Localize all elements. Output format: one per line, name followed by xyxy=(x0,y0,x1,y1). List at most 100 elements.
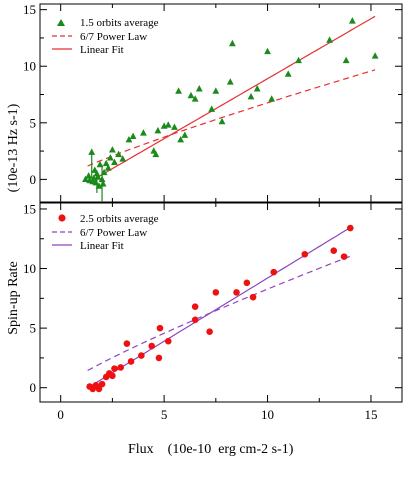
data-point-circle xyxy=(346,224,354,232)
legend-label-linear-fit-top: Linear Fit xyxy=(80,44,124,56)
legend-label-power-law-top: 6/7 Power Law xyxy=(80,31,147,43)
data-point-circle xyxy=(95,385,103,393)
data-point-circle xyxy=(156,324,164,332)
y-tick-label: 0 xyxy=(30,172,37,187)
data-point-triangle xyxy=(348,17,356,24)
data-point-triangle xyxy=(181,131,189,138)
data-point-triangle xyxy=(253,85,261,92)
data-point-triangle xyxy=(94,173,102,180)
data-point-triangle xyxy=(218,117,226,125)
data-point-triangle xyxy=(95,182,103,189)
data-point-triangle xyxy=(119,155,127,162)
data-point-circle xyxy=(243,279,251,287)
data-point-triangle xyxy=(140,129,147,136)
x-tick-label: 10 xyxy=(261,407,274,422)
data-point-triangle xyxy=(171,123,178,130)
data-point-triangle xyxy=(187,91,195,99)
data-point-circle xyxy=(117,364,124,371)
data-point-triangle xyxy=(326,36,333,43)
data-point-circle xyxy=(249,293,257,301)
data-point-triangle xyxy=(152,150,160,158)
bottom-frame xyxy=(39,202,403,403)
bottom-linear-fit-line xyxy=(87,226,351,389)
data-point-triangle xyxy=(226,78,234,85)
data-point-circle xyxy=(111,365,118,372)
data-point-triangle xyxy=(175,87,182,94)
y-tick-label: 10 xyxy=(23,59,36,74)
data-point-triangle xyxy=(247,92,255,100)
data-point-triangle xyxy=(111,158,118,165)
data-point-circle xyxy=(270,268,278,276)
top-frame xyxy=(39,3,403,203)
data-point-circle xyxy=(109,372,116,380)
bottom-legend: 2.5 orbits average 6/7 Power Law Linear … xyxy=(52,213,159,252)
data-point-triangle xyxy=(106,154,114,161)
data-point-triangle xyxy=(88,148,96,155)
data-point-triangle xyxy=(342,56,350,64)
data-point-triangle xyxy=(82,175,89,182)
x-tick-label: 15 xyxy=(364,407,377,422)
data-point-triangle xyxy=(96,160,104,168)
data-point-triangle xyxy=(284,70,292,77)
data-point-circle xyxy=(123,340,131,347)
data-point-circle xyxy=(301,250,309,258)
data-point-triangle xyxy=(100,168,108,176)
data-point-circle xyxy=(127,358,135,365)
data-point-circle xyxy=(138,352,145,359)
x-tick-label: 0 xyxy=(57,407,64,422)
data-point-circle xyxy=(191,316,199,324)
data-point-circle xyxy=(191,303,199,310)
x-axis-title: Flux (10e-10 erg cm-2 s-1) xyxy=(128,442,294,457)
y-tick-label: 0 xyxy=(30,380,37,395)
data-point-triangle xyxy=(268,95,276,102)
top-linear-fit-line xyxy=(87,15,376,184)
data-point-triangle xyxy=(125,135,133,143)
data-point-circle xyxy=(155,354,163,362)
data-point-triangle xyxy=(92,178,100,186)
data-point-triangle xyxy=(102,159,110,167)
data-point-triangle xyxy=(208,105,216,112)
data-point-circle xyxy=(164,337,172,345)
data-point-triangle xyxy=(191,95,199,102)
x-tick-label: 5 xyxy=(161,407,168,422)
bottom-power-law-line xyxy=(87,255,351,372)
data-point-triangle xyxy=(85,172,93,179)
data-point-triangle xyxy=(115,150,123,158)
data-point-triangle xyxy=(228,39,236,47)
data-point-triangle xyxy=(129,132,137,139)
legend-marker-circle xyxy=(58,214,66,222)
data-point-triangle xyxy=(154,126,162,134)
data-point-triangle xyxy=(99,180,107,187)
y-tick-label: 15 xyxy=(23,201,36,216)
data-point-circle xyxy=(233,289,240,296)
data-point-triangle xyxy=(195,85,203,92)
data-point-triangle xyxy=(109,146,116,153)
y-tick-label: 5 xyxy=(30,321,37,336)
data-point-triangle xyxy=(371,52,379,59)
y-tick-label: 15 xyxy=(23,2,36,17)
bottom-panel: 0 5 10 15 0 5 10 15 xyxy=(23,201,403,422)
data-point-circle xyxy=(98,380,106,388)
legend-label-1-5-orbits: 1.5 orbits average xyxy=(80,17,159,29)
legend-label-power-law-bottom: 6/7 Power Law xyxy=(80,227,147,239)
y-tick-label: 10 xyxy=(23,261,36,276)
data-point-triangle xyxy=(164,121,172,128)
data-point-triangle xyxy=(212,87,220,94)
data-point-circle xyxy=(206,328,213,335)
top-legend: 1.5 orbits average 6/7 Power Law Linear … xyxy=(52,17,159,56)
data-point-circle xyxy=(148,342,156,350)
data-point-triangle xyxy=(264,47,271,55)
data-point-circle xyxy=(212,289,220,296)
y-axis-title-units: (10e-13 Hz s-1) xyxy=(6,103,21,192)
data-point-triangle xyxy=(98,175,106,182)
legend-label-linear-fit-bottom: Linear Fit xyxy=(80,240,124,252)
data-point-circle xyxy=(330,247,338,254)
data-point-triangle xyxy=(104,164,112,171)
top-panel: 0 5 10 15 xyxy=(23,2,403,203)
data-point-triangle xyxy=(177,135,185,143)
legend-marker-triangle xyxy=(57,19,65,26)
y-axis-title-main: Spin-up Rate xyxy=(6,261,21,335)
data-point-circle xyxy=(340,253,348,260)
y-tick-label: 5 xyxy=(30,115,37,130)
